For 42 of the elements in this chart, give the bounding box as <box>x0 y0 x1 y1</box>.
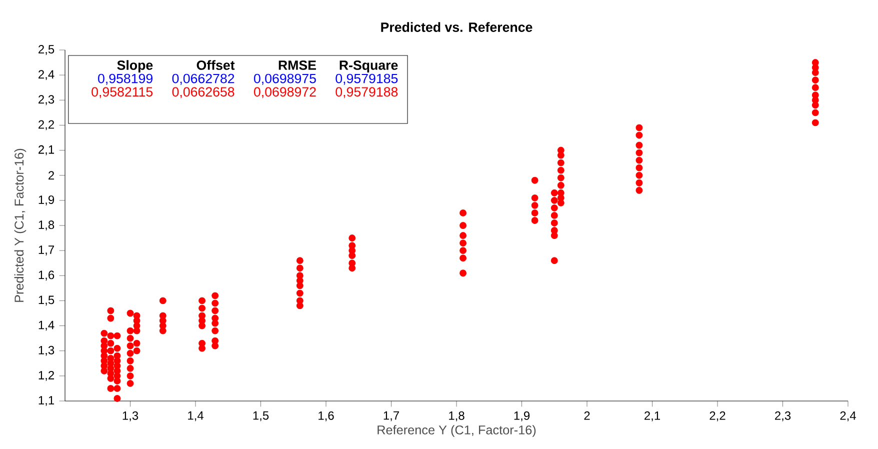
y-tick-label: 2 <box>48 171 54 180</box>
y-axis-title: Predicted Y (C1, Factor-16) <box>14 148 26 302</box>
y-tick-label: 1,4 <box>38 320 54 331</box>
annotation: Slope <box>117 60 153 73</box>
y-tick-label: 2,1 <box>38 145 54 156</box>
y-tick-label: 2,3 <box>38 95 54 106</box>
x-tick-label: 1,3 <box>122 411 138 422</box>
x-tick-label: 1,9 <box>514 411 530 422</box>
y-tick-label: 1,1 <box>38 396 54 406</box>
annotation: 0,0662782 <box>172 74 234 85</box>
y-tick-label: 1,3 <box>38 346 54 356</box>
y-tick-label: 1,5 <box>38 296 54 306</box>
x-tick-label: 2,3 <box>775 411 791 422</box>
x-tick-label: 1,4 <box>188 411 204 422</box>
annotation: 0,0698972 <box>254 87 316 98</box>
x-tick-label: 1,7 <box>384 411 399 422</box>
annotation: 0,9582115 <box>92 87 153 98</box>
annotation: 0,0698975 <box>254 74 316 85</box>
y-tick-label: 2,4 <box>38 70 54 80</box>
y-tick-label: 1,6 <box>38 270 54 281</box>
x-tick-label: 1,6 <box>318 411 334 422</box>
y-tick-label: 1,8 <box>38 220 54 230</box>
y-tick-label: 2,2 <box>38 120 54 130</box>
x-tick-label: 2,2 <box>710 411 726 422</box>
x-tick-label: 2,4 <box>840 411 856 422</box>
annotation: Offset <box>196 60 235 70</box>
annotation: R-Square <box>340 60 398 73</box>
x-tick-label: 2 <box>584 411 590 420</box>
y-tick-label: 2,5 <box>38 45 54 55</box>
annotation: 0,958199 <box>98 74 152 85</box>
x-tick-label: 2,1 <box>644 411 660 422</box>
x-axis-title: Reference Y (C1, Factor-16) <box>378 425 536 437</box>
annotation: RMSE <box>278 60 316 70</box>
y-tick-label: 1,9 <box>38 195 54 206</box>
x-tick-label: 1,8 <box>449 411 464 422</box>
annotation: 0,0662658 <box>172 87 234 98</box>
chart-title: Predicted vs. Reference <box>381 22 532 32</box>
annotation: 0,9579188 <box>336 87 398 98</box>
y-tick-label: 1,2 <box>38 370 54 381</box>
y-tick-label: 1,7 <box>38 246 54 256</box>
annotation: 0,9579185 <box>336 74 398 85</box>
x-tick-label: 1,5 <box>253 411 269 422</box>
